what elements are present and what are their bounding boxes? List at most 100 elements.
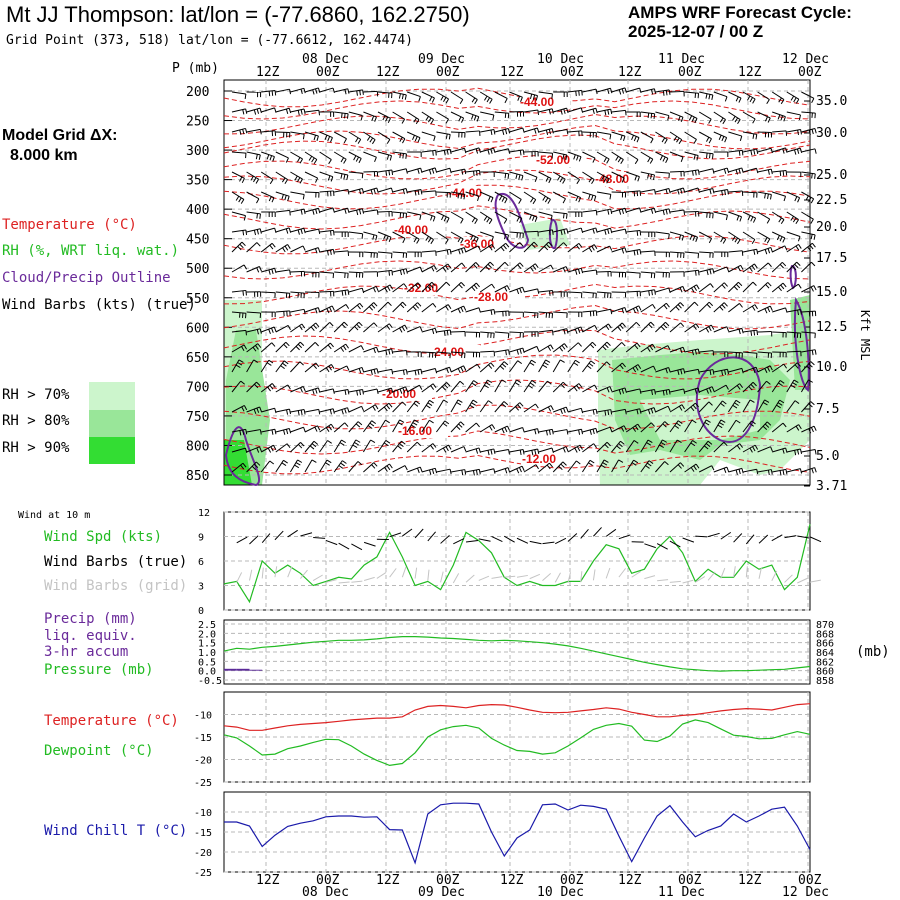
grid-barb-37 bbox=[695, 576, 706, 583]
barb-staff bbox=[348, 271, 363, 274]
barb-flag bbox=[620, 440, 625, 445]
barb-flag bbox=[329, 249, 332, 255]
barb-flag bbox=[241, 406, 245, 412]
barb-flag bbox=[490, 449, 493, 455]
barb-staff bbox=[611, 425, 625, 433]
barb-flag bbox=[796, 261, 801, 266]
barb-staff bbox=[363, 346, 377, 353]
barb-staff bbox=[757, 91, 770, 100]
barb-flag bbox=[274, 408, 277, 414]
barb-flag bbox=[330, 364, 335, 369]
barb-flag bbox=[722, 119, 726, 125]
barb-staff bbox=[406, 131, 421, 139]
barb-staff bbox=[742, 399, 751, 413]
barb-staff bbox=[363, 388, 378, 393]
barb-staff bbox=[640, 188, 655, 193]
barb-flag bbox=[697, 369, 700, 375]
barb-flag bbox=[522, 449, 525, 455]
barb-staff bbox=[333, 422, 346, 433]
barb-staff bbox=[319, 290, 334, 293]
barb-staff bbox=[801, 148, 816, 153]
barb-staff bbox=[304, 247, 319, 253]
barb-flag bbox=[751, 305, 756, 311]
barb-staff bbox=[669, 322, 681, 333]
barb-staff bbox=[713, 266, 728, 273]
barb-flag bbox=[621, 388, 625, 394]
barb-staff bbox=[421, 250, 436, 253]
label-wind-barbs-true: Wind Barbs (true) bbox=[44, 554, 188, 570]
barb-staff bbox=[567, 151, 582, 158]
barb-flag bbox=[800, 129, 802, 135]
barb-flag bbox=[595, 108, 598, 114]
barb-flag bbox=[241, 178, 245, 184]
barb-staff bbox=[640, 460, 650, 473]
barb-flag bbox=[574, 328, 578, 334]
barb-staff bbox=[728, 190, 743, 193]
barb-flag bbox=[519, 262, 524, 267]
barb-flag bbox=[662, 90, 665, 96]
barb-flag bbox=[660, 326, 665, 331]
barb-staff bbox=[436, 91, 449, 100]
kft-label-25.0: 25.0 bbox=[816, 168, 847, 183]
barb-flag bbox=[683, 388, 686, 394]
barb-flag bbox=[237, 362, 243, 366]
barb-staff bbox=[363, 322, 375, 333]
barb-staff bbox=[275, 443, 288, 453]
barb-flag bbox=[315, 177, 319, 183]
barb-flag bbox=[356, 390, 359, 396]
barb-flag bbox=[302, 134, 305, 140]
barb-staff bbox=[772, 130, 787, 133]
barb-flag bbox=[593, 443, 598, 448]
barb-flag bbox=[300, 88, 303, 95]
sfc-barb-24 bbox=[529, 540, 542, 545]
barb-flag bbox=[654, 189, 656, 195]
barb-flag bbox=[529, 382, 535, 387]
barb-flag bbox=[535, 403, 539, 409]
barb-staff bbox=[728, 167, 742, 173]
kft-label-15.0: 15.0 bbox=[816, 285, 847, 300]
barb-flag bbox=[559, 346, 563, 352]
barb-flag bbox=[373, 462, 378, 467]
barb-flag bbox=[718, 134, 722, 140]
barb-flag bbox=[551, 429, 554, 435]
barb-flag bbox=[623, 425, 627, 431]
barb-flag bbox=[300, 228, 303, 235]
barb-staff bbox=[290, 386, 304, 393]
barb-flag bbox=[711, 153, 714, 159]
barb-flag bbox=[398, 93, 401, 99]
barb-flag bbox=[343, 174, 346, 180]
barb-flag bbox=[361, 367, 365, 373]
barb-staff bbox=[757, 191, 772, 195]
barb-flag bbox=[678, 405, 683, 411]
barb-staff bbox=[611, 247, 626, 253]
barb-flag bbox=[355, 137, 359, 143]
barb-staff bbox=[421, 400, 430, 413]
grid-barb-16 bbox=[427, 569, 430, 581]
barb-flag bbox=[516, 216, 520, 222]
barb-flag bbox=[662, 423, 667, 428]
barb-flag bbox=[545, 430, 548, 436]
barb-flag bbox=[347, 88, 350, 94]
barb-staff bbox=[801, 171, 816, 175]
barb-staff bbox=[333, 439, 342, 453]
barb-flag bbox=[676, 439, 682, 444]
barb-flag bbox=[790, 95, 795, 101]
barb-flag bbox=[668, 188, 671, 194]
barb-flag bbox=[518, 199, 522, 204]
barb-flag bbox=[696, 155, 699, 161]
windchill-tick--15: -15 bbox=[194, 828, 212, 839]
barb-staff bbox=[319, 229, 334, 233]
barb-flag bbox=[565, 213, 568, 219]
barb-flag bbox=[458, 284, 463, 289]
barb-flag bbox=[355, 439, 361, 443]
barb-staff bbox=[552, 171, 566, 180]
barb-flag bbox=[782, 170, 785, 176]
barb-flag bbox=[811, 261, 816, 267]
barb-flag bbox=[329, 409, 332, 415]
barb-staff bbox=[669, 170, 685, 173]
barb-staff bbox=[538, 229, 553, 233]
barb-flag bbox=[346, 113, 349, 119]
barb-flag bbox=[781, 261, 787, 267]
legend-rh70-swatch bbox=[89, 382, 135, 410]
barb-flag bbox=[476, 170, 478, 176]
